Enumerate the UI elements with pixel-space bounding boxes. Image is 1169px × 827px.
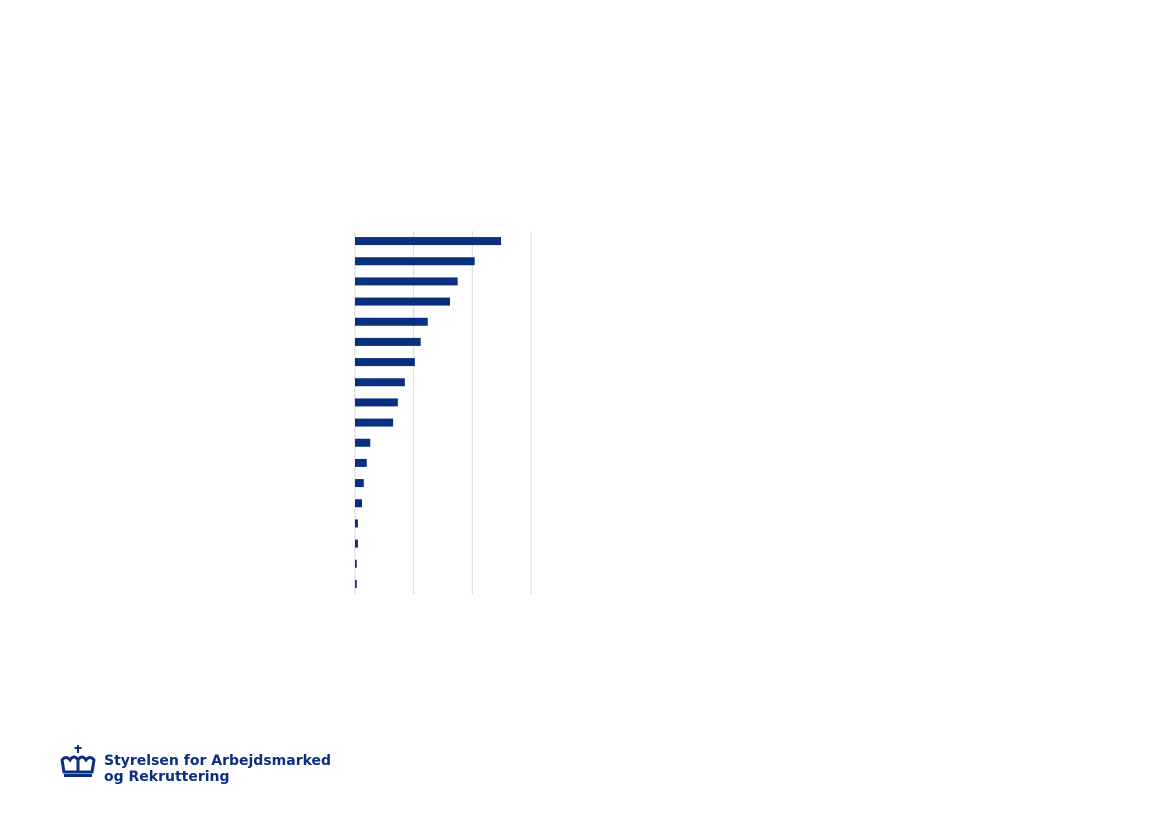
bar xyxy=(355,297,451,306)
bar xyxy=(355,257,475,266)
bar xyxy=(355,398,398,407)
bar xyxy=(355,378,405,387)
bar xyxy=(355,277,458,286)
logo-line: Styrelsen for Arbejdsmarked xyxy=(104,753,331,769)
bar xyxy=(355,458,367,467)
bar xyxy=(355,358,415,367)
bar xyxy=(355,499,363,508)
bar xyxy=(355,418,394,427)
bar xyxy=(355,579,357,588)
bar xyxy=(355,237,502,246)
bar xyxy=(355,519,358,528)
bar xyxy=(355,559,357,568)
bar xyxy=(355,337,421,346)
bar xyxy=(355,438,371,447)
crown-icon xyxy=(60,745,96,777)
logo-line: og Rekruttering xyxy=(104,769,230,785)
bar xyxy=(355,479,364,488)
bar xyxy=(355,539,358,548)
logo: Styrelsen for Arbejdsmarked og Rekrutter… xyxy=(60,745,331,785)
bar xyxy=(355,317,428,326)
